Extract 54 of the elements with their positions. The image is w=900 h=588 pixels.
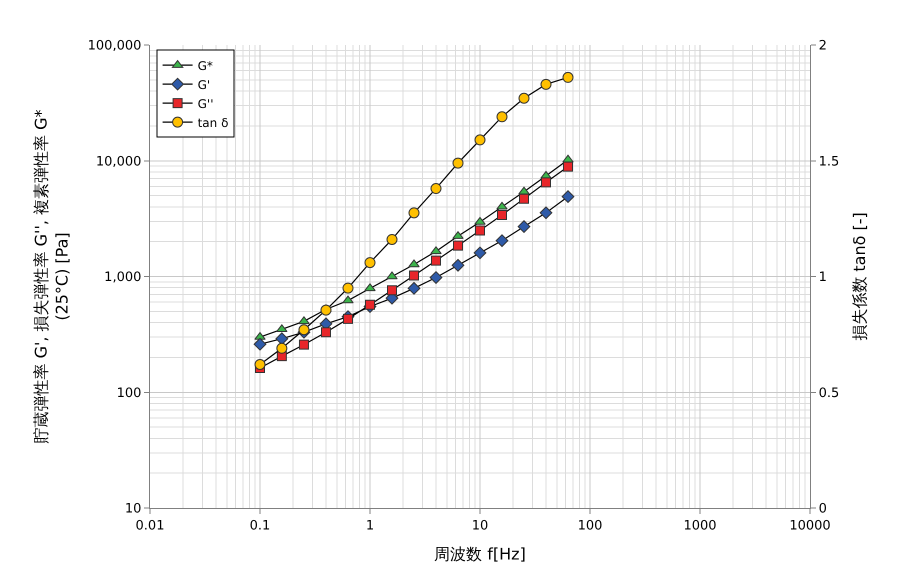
y2-tick-label: 1 bbox=[818, 270, 827, 286]
point bbox=[540, 206, 552, 220]
x-tick-label: 10 bbox=[472, 518, 488, 534]
x-axis-title: 周波数 f[Hz] bbox=[434, 544, 526, 564]
point bbox=[343, 314, 353, 324]
point bbox=[254, 338, 266, 351]
point bbox=[563, 162, 573, 172]
point bbox=[518, 220, 530, 233]
point bbox=[298, 340, 309, 350]
point bbox=[408, 259, 420, 268]
point bbox=[474, 216, 486, 225]
point bbox=[365, 300, 375, 310]
point bbox=[496, 202, 508, 210]
point bbox=[497, 210, 507, 220]
y2-axis-title: 損失係数 tanδ [-] bbox=[850, 212, 869, 341]
legend-label: G'' bbox=[198, 96, 214, 111]
point bbox=[387, 285, 397, 296]
point bbox=[408, 282, 420, 295]
x-tick-label: 10000 bbox=[789, 518, 831, 534]
y-tick-label: 1,000 bbox=[104, 270, 142, 286]
x-tick-label: 1 bbox=[366, 518, 374, 534]
point bbox=[298, 316, 310, 324]
y-axis-title: 貯蔵弾性率 G', 損失弾性率 G'', 複素弾性率 G* (25°C) [Pa] bbox=[32, 110, 72, 444]
legend-label: G' bbox=[198, 78, 210, 92]
x-tick-label: 1000 bbox=[683, 518, 717, 534]
point bbox=[562, 190, 574, 203]
point bbox=[474, 246, 486, 260]
point bbox=[431, 256, 441, 266]
y2-tick-label: 2 bbox=[818, 38, 827, 54]
x-tick-label: 0.01 bbox=[136, 518, 164, 534]
point bbox=[276, 324, 288, 332]
point bbox=[430, 246, 442, 254]
point bbox=[541, 177, 551, 188]
point bbox=[452, 258, 464, 272]
point bbox=[496, 234, 508, 248]
point bbox=[475, 225, 485, 236]
point bbox=[430, 271, 442, 284]
y-tick-label: 100,000 bbox=[88, 38, 142, 54]
x-tick-label: 100 bbox=[578, 518, 602, 534]
point bbox=[320, 327, 331, 338]
y-tick-label: 100 bbox=[116, 386, 142, 401]
y-tick-label: 10,000 bbox=[96, 154, 142, 170]
x-tick-label: 0.1 bbox=[250, 518, 270, 534]
y2-tick-label: 0.5 bbox=[818, 386, 840, 401]
legend-label: tan δ bbox=[198, 116, 228, 130]
y2-tick-label: 0 bbox=[818, 502, 827, 517]
point bbox=[364, 283, 376, 292]
y-tick-label: 10 bbox=[124, 502, 142, 517]
point bbox=[519, 194, 529, 204]
legend-label: G* bbox=[198, 58, 213, 73]
point bbox=[453, 240, 463, 251]
y2-tick-label: 1.5 bbox=[818, 154, 840, 170]
point bbox=[276, 332, 288, 346]
point bbox=[409, 270, 419, 280]
